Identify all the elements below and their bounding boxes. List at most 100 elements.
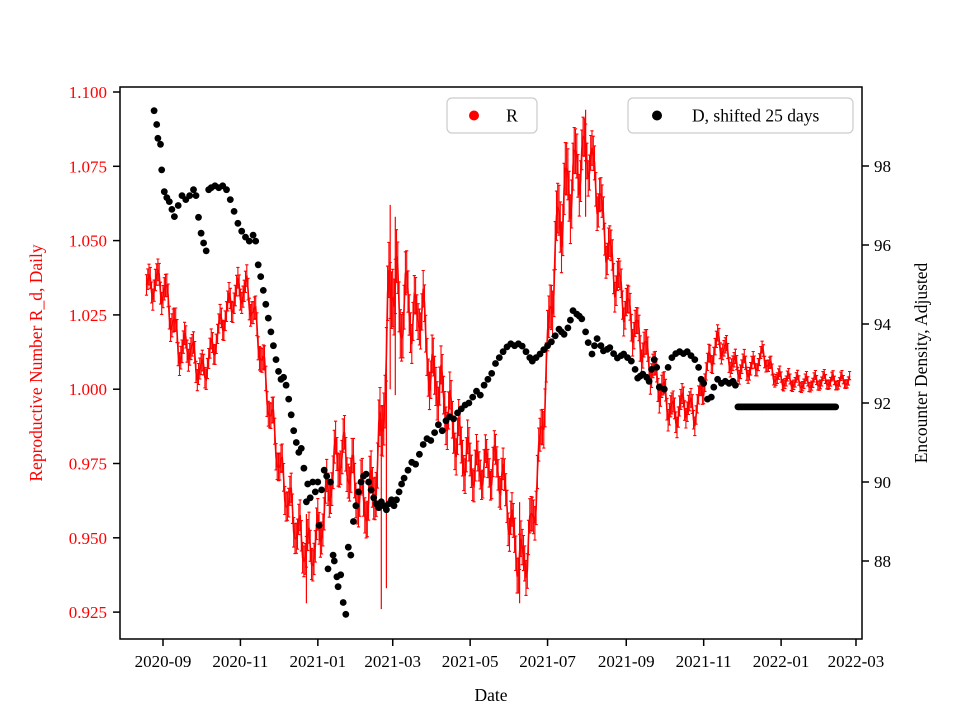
d-scatter-dot <box>465 399 473 407</box>
d-scatter-dot <box>383 506 390 514</box>
y-left-tick-label: 1.050 <box>69 232 107 251</box>
d-scatter-dot <box>330 557 338 565</box>
d-scatter-dot <box>262 300 270 308</box>
y-right-axis-title: Encounter Density, Adjusted <box>911 262 931 463</box>
d-scatter-dot <box>388 496 395 504</box>
d-scatter-dot <box>197 229 205 237</box>
d-scatter-dot <box>171 213 178 221</box>
d-scatter-dot <box>329 551 337 559</box>
legend-R-label: R <box>506 106 518 126</box>
legend-R: R <box>446 97 538 134</box>
d-scatter-dot <box>342 610 350 618</box>
y-left-tick-label: 1.100 <box>69 83 107 102</box>
y-left-tick-label: 1.000 <box>69 380 107 399</box>
d-scatter-dot <box>158 166 166 174</box>
d-scatter-dot <box>259 287 267 294</box>
d-scatter-dot <box>390 502 398 510</box>
legend-D: D, shifted 25 days <box>627 97 854 134</box>
d-scatter-dot <box>315 522 323 529</box>
series-R-errorbars <box>144 109 852 610</box>
y-left-tick-label: 0.975 <box>69 455 107 474</box>
d-scatter-dot <box>270 342 277 350</box>
y-right-tick-label: 96 <box>874 236 891 255</box>
d-scatter-dot <box>347 551 355 559</box>
y-left-tick-label: 0.950 <box>69 529 107 548</box>
d-scatter-dot <box>309 478 317 486</box>
d-scatter-dot <box>393 496 400 504</box>
x-tick-label: 2022-03 <box>828 652 885 671</box>
x-tick-label: 2021-01 <box>290 652 347 671</box>
x-tick-label: 2020-09 <box>135 652 192 671</box>
d-scatter-dot <box>280 373 287 381</box>
d-scatter-dot <box>290 427 298 435</box>
d-scatter-dot <box>419 441 427 448</box>
d-scatter-dot <box>297 445 305 452</box>
d-scatter-dot <box>398 480 405 488</box>
d-scatter-dot <box>318 486 325 494</box>
d-scatter-dot <box>300 464 308 472</box>
d-scatter-dot <box>404 466 412 474</box>
d-scatter-dot <box>395 488 403 496</box>
d-scatter-dot <box>168 206 176 213</box>
x-axis-title: Date <box>474 685 507 705</box>
d-scatter-dot <box>476 391 484 399</box>
d-scatter-dot <box>153 121 161 128</box>
d-scatter-dot <box>653 364 661 371</box>
d-scatter-dot <box>234 219 242 227</box>
d-scatter-dot <box>352 502 360 510</box>
d-scatter-dot <box>548 338 555 346</box>
x-tick-label: 2021-03 <box>364 652 421 671</box>
d-scatter-dot <box>238 227 246 235</box>
d-scatter-dot <box>584 339 592 346</box>
d-scatter-dot <box>591 342 598 350</box>
d-scatter-dot <box>695 364 702 371</box>
r-center-line <box>145 134 851 579</box>
legend-D-marker-icon <box>652 110 662 121</box>
x-tick-label: 2021-05 <box>442 652 499 671</box>
series-D-scatter <box>150 107 840 618</box>
d-scatter-dot <box>499 348 507 356</box>
d-scatter-dot <box>606 344 614 352</box>
d-scatter-dot <box>202 247 210 255</box>
d-scatter-dot <box>254 261 262 269</box>
d-scatter-dot <box>522 348 530 356</box>
d-scatter-dot <box>192 192 200 200</box>
d-scatter-dot <box>275 368 282 375</box>
d-scatter-dot <box>495 354 503 361</box>
d-scatter-dot <box>412 460 419 468</box>
d-scatter-dot <box>645 377 653 385</box>
d-scatter-dot <box>648 366 655 373</box>
d-scatter-dot <box>154 134 162 142</box>
d-scatter-dot <box>370 494 378 502</box>
d-scatter-dot <box>582 328 589 336</box>
d-scatter-dot <box>488 370 496 377</box>
d-scatter-dot <box>710 383 718 391</box>
d-scatter-dot <box>551 332 559 340</box>
d-scatter-dot <box>588 350 596 358</box>
d-scatter-dot <box>311 488 319 496</box>
d-scatter-dot <box>664 364 672 371</box>
d-scatter-dot <box>292 439 300 446</box>
d-scatter-dot <box>150 107 158 115</box>
d-scatter-dot <box>226 196 234 204</box>
d-scatter-dot <box>431 429 438 436</box>
d-scatter-dot <box>157 140 164 148</box>
d-scatter-dot <box>355 488 362 496</box>
d-scatter-dot <box>564 324 572 332</box>
d-scatter-dot <box>416 450 423 458</box>
d-scatter-dot <box>492 360 499 367</box>
d-scatter-dot <box>560 330 568 338</box>
d-scatter-dot <box>578 315 586 323</box>
d-scatter-dot <box>223 186 230 194</box>
x-axis-ticks: 2020-09 2020-11 2021-01 2021-03 2021-05 2021-… <box>135 639 885 671</box>
legend-D-label: D, shifted 25 days <box>692 106 820 126</box>
d-scatter-dot <box>480 381 488 389</box>
d-scatter-dot <box>245 237 253 245</box>
d-scatter-dot <box>732 381 739 389</box>
d-scatter-dot <box>700 379 708 387</box>
y-right-tick-label: 88 <box>874 552 891 571</box>
y-left-tick-label: 0.925 <box>69 603 107 622</box>
d-scatter-dot <box>190 186 197 194</box>
d-scatter-dot <box>691 356 699 363</box>
d-scatter-dot <box>320 466 328 474</box>
